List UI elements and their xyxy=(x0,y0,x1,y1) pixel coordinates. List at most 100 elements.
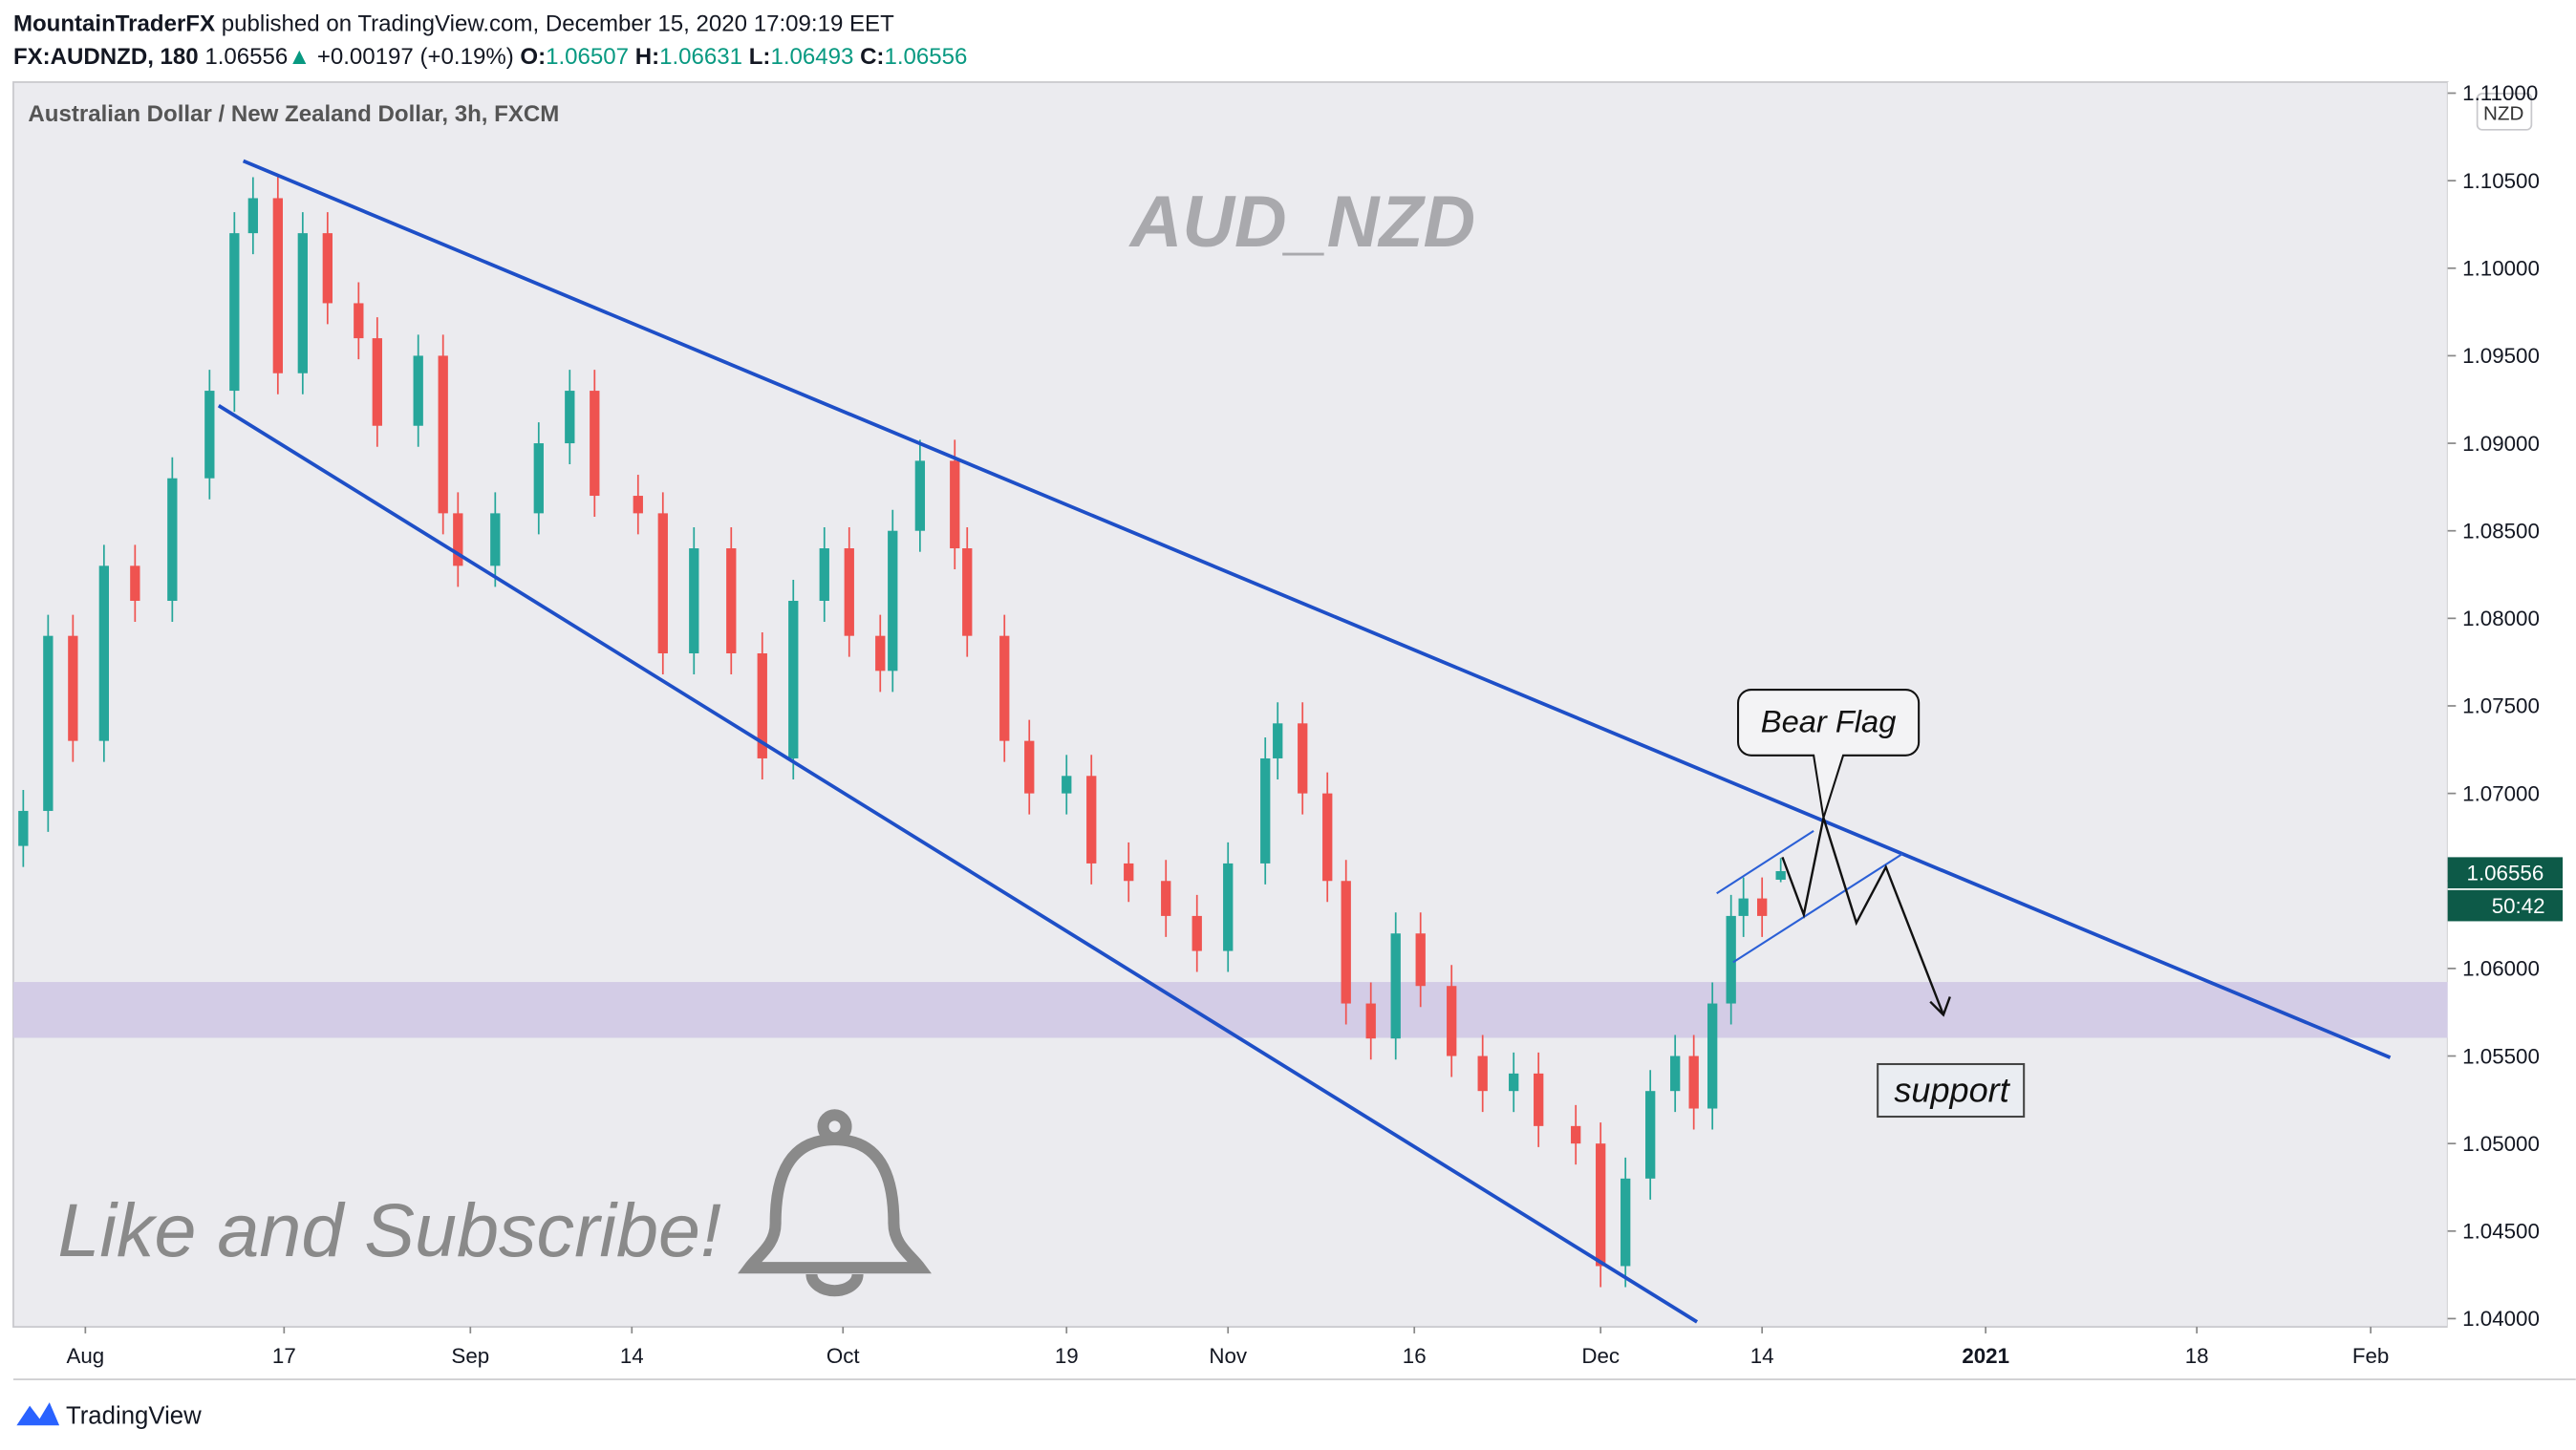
candle-body xyxy=(788,601,799,758)
x-tick-label: Feb xyxy=(2352,1344,2389,1368)
candle-body xyxy=(888,530,898,672)
bear-flag-label: Bear Flag xyxy=(1761,704,1897,739)
y-tick-label: 1.09500 xyxy=(2462,344,2540,368)
candle-body xyxy=(1322,793,1333,882)
support-label: support xyxy=(1894,1071,2010,1110)
candle-body xyxy=(999,635,1010,741)
candle-body xyxy=(590,391,600,497)
last-price: 1.06556 xyxy=(204,44,288,70)
countdown-tag xyxy=(2447,889,2564,922)
arrow: ▲ xyxy=(288,44,311,70)
x-tick-label: 18 xyxy=(2185,1344,2209,1368)
candle-body xyxy=(1670,1056,1681,1092)
candle-body xyxy=(413,355,423,426)
candle-body xyxy=(1062,776,1072,794)
projection-arrowhead xyxy=(1929,996,1951,1017)
candle-body xyxy=(726,548,737,653)
bell-body xyxy=(738,1134,932,1274)
last-price-tag xyxy=(2447,857,2564,889)
candle-body xyxy=(1571,1125,1581,1144)
candle-body xyxy=(1596,1143,1606,1267)
candle-body xyxy=(844,548,854,636)
last-price-tag-label: 1.06556 xyxy=(2467,861,2544,885)
header-line1: MountainTraderFX published on TradingVie… xyxy=(13,11,894,37)
y-tick-label: 1.04000 xyxy=(2462,1307,2540,1331)
candle-body xyxy=(633,496,643,514)
candle-body xyxy=(1086,776,1097,864)
legend: Australian Dollar / New Zealand Dollar, … xyxy=(28,101,559,127)
flag-upper xyxy=(1716,830,1814,895)
candle-body xyxy=(1707,1003,1718,1109)
y-tick-label: 1.08500 xyxy=(2462,519,2540,543)
x-tick-label: Nov xyxy=(1209,1344,1248,1368)
y-tick-label: 1.11000 xyxy=(2462,81,2538,105)
flag-lower xyxy=(1732,853,1903,964)
y-tick-label: 1.05000 xyxy=(2462,1132,2540,1156)
candle-body xyxy=(1738,898,1749,916)
brand-mark xyxy=(16,1402,60,1426)
candle-body xyxy=(229,233,240,392)
candle-body xyxy=(1775,870,1786,880)
x-tick-label: 16 xyxy=(1403,1344,1427,1368)
symbol: FX:AUDNZD, 180 xyxy=(13,44,199,70)
candle-body xyxy=(875,635,886,672)
candle-body xyxy=(372,338,382,426)
subscribe-text: Like and Subscribe! xyxy=(57,1187,721,1272)
candle-body xyxy=(757,652,767,758)
candle-body xyxy=(914,460,926,531)
candle-body xyxy=(533,443,544,514)
bell-icon xyxy=(738,1109,932,1297)
drawings: Bear Flag support Like and Subscribe! xyxy=(57,159,2392,1324)
brand-logo: TradingView xyxy=(16,1402,202,1429)
candle-body xyxy=(1688,1056,1699,1109)
candle-body xyxy=(1509,1073,1519,1092)
h-label: H: xyxy=(635,44,659,70)
y-tick-label: 1.10000 xyxy=(2462,257,2540,281)
candle-body xyxy=(1161,881,1171,916)
candle-body xyxy=(950,460,960,549)
candle-body xyxy=(1365,1003,1376,1039)
candle-body xyxy=(819,548,829,602)
bear-flag-callout xyxy=(1737,689,1921,819)
candle-body xyxy=(1273,723,1283,758)
watermark: AUD_NZD xyxy=(1128,182,1475,263)
o-label: O: xyxy=(520,44,546,70)
y-tick-label: 1.06000 xyxy=(2462,957,2540,981)
candle-body xyxy=(1447,986,1457,1056)
published: published on TradingView.com, December 1… xyxy=(222,11,894,37)
currency-box xyxy=(2476,93,2533,131)
candle-body xyxy=(247,198,258,234)
l-label: L: xyxy=(749,44,771,70)
support-box xyxy=(1877,1062,2026,1119)
x-tick-label: 14 xyxy=(620,1344,644,1368)
brand: TradingView xyxy=(66,1402,202,1429)
candle-body xyxy=(354,303,364,339)
h-value: 1.06631 xyxy=(659,44,742,70)
candle-body xyxy=(204,391,215,479)
candle-body xyxy=(1757,898,1768,916)
y-tick-label: 1.05500 xyxy=(2462,1044,2540,1068)
candle-body xyxy=(453,513,463,566)
candle-body xyxy=(43,635,54,811)
candle-body xyxy=(490,513,501,566)
y-tick-label: 1.04500 xyxy=(2462,1220,2540,1244)
candle-body xyxy=(1024,740,1035,794)
candle-body xyxy=(1191,915,1202,951)
candle-body xyxy=(1341,881,1351,1004)
candle-body xyxy=(98,565,109,741)
candle-body xyxy=(1645,1091,1656,1179)
y-tick-label: 1.07000 xyxy=(2462,781,2540,805)
x-tick-label: Dec xyxy=(1581,1344,1620,1368)
marks xyxy=(18,177,1786,1288)
candle-body xyxy=(18,810,29,846)
x-tick-label: 19 xyxy=(1055,1344,1079,1368)
l-value: 1.06493 xyxy=(770,44,853,70)
bell-clapper xyxy=(805,1273,864,1297)
x-tick-label: Oct xyxy=(826,1344,861,1368)
candle-body xyxy=(167,478,178,602)
x-tick-label: Aug xyxy=(66,1344,104,1368)
publisher: MountainTraderFX xyxy=(13,11,215,37)
y-tick-label: 1.09000 xyxy=(2462,432,2540,456)
candle-body xyxy=(1621,1178,1631,1267)
change: +0.00197 (+0.19%) xyxy=(317,44,514,70)
